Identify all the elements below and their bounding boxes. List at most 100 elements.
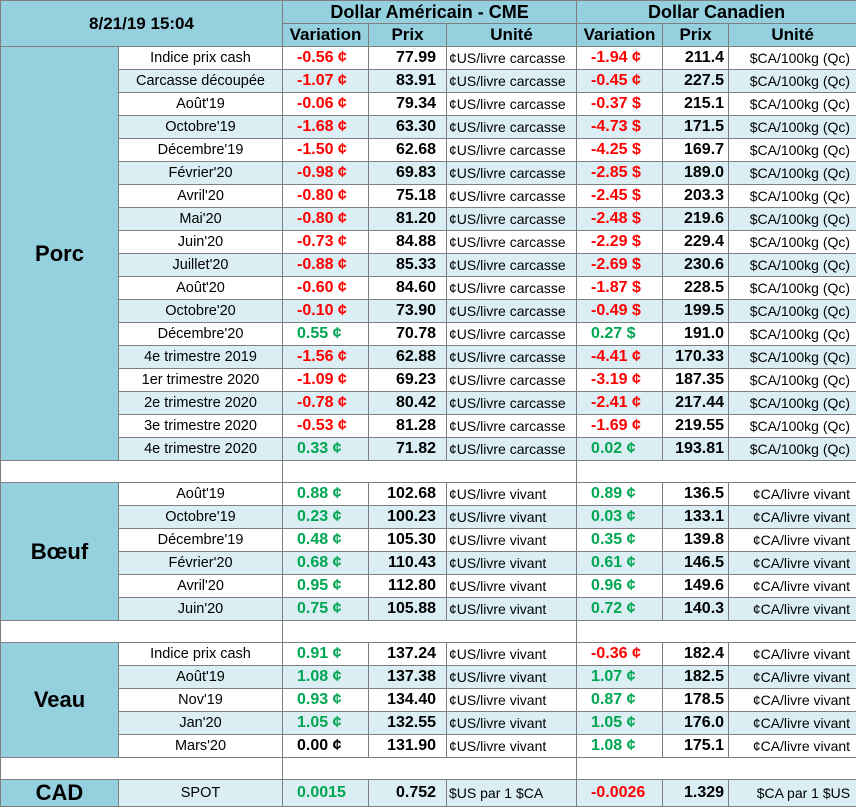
cad-unit: $CA/100kg (Qc) xyxy=(728,253,856,277)
cad-price: 187.35 xyxy=(662,368,730,392)
usd-unit: ¢US/livre carcasse xyxy=(446,138,578,162)
usd-price: 0.752 xyxy=(368,779,448,807)
usd-variation: -0.53 ¢ xyxy=(282,414,370,438)
usd-unit: ¢US/livre carcasse xyxy=(446,322,578,346)
usd-price: 77.99 xyxy=(368,46,448,70)
usd-variation: -1.07 ¢ xyxy=(282,69,370,93)
cad-variation: 1.05 ¢ xyxy=(576,711,664,735)
cad-unit: $CA/100kg (Qc) xyxy=(728,69,856,93)
cad-unit: ¢CA/livre vivant xyxy=(728,574,856,598)
cad-variation: -0.0026 xyxy=(576,779,664,807)
usd-unit: ¢US/livre carcasse xyxy=(446,414,578,438)
usd-unit: ¢US/livre carcasse xyxy=(446,253,578,277)
veau-row: Nov'19 0.93 ¢ 134.40 ¢US/livre vivant 0.87 ¢… xyxy=(1,688,856,712)
usd-price: 71.82 xyxy=(368,437,448,461)
usd-unit: ¢US/livre vivant xyxy=(446,528,578,552)
usd-price: 73.90 xyxy=(368,299,448,323)
veau-section-label: Veau xyxy=(0,642,119,758)
porc-row: 3e trimestre 2020 -0.53 ¢ 81.28 ¢US/livre c… xyxy=(1,414,856,438)
cad-variation: -1.87 $ xyxy=(576,276,664,300)
timestamp: 8/21/19 15:04 xyxy=(0,0,284,47)
cad-unit: $CA/100kg (Qc) xyxy=(728,92,856,116)
usd-variation: 0.0015 xyxy=(282,779,370,807)
usd-unit: ¢US/livre carcasse xyxy=(446,69,578,93)
usd-unit: ¢US/livre vivant xyxy=(446,711,578,735)
porc-row: Février'20 -0.98 ¢ 69.83 ¢US/livre carcasse… xyxy=(1,161,856,185)
cad-unit: $CA/100kg (Qc) xyxy=(728,299,856,323)
usd-unit: ¢US/livre vivant xyxy=(446,505,578,529)
header-row-1: 8/21/19 15:04 Dollar Américain - CME Dol… xyxy=(0,0,856,47)
cad-price: 217.44 xyxy=(662,391,730,415)
usd-unit: ¢US/livre carcasse xyxy=(446,161,578,185)
cad-price: 230.6 xyxy=(662,253,730,277)
cad-price: 178.5 xyxy=(662,688,730,712)
usd-variation: -0.98 ¢ xyxy=(282,161,370,185)
spacer-cell xyxy=(282,620,578,643)
usd-unit: ¢US/livre vivant xyxy=(446,551,578,575)
cad-price: 228.5 xyxy=(662,276,730,300)
row-label: Octobre'20 xyxy=(117,299,284,323)
row-label: 4e trimestre 2019 xyxy=(117,345,284,369)
usd-unit: ¢US/livre carcasse xyxy=(446,437,578,461)
usd-variation: 0.33 ¢ xyxy=(282,437,370,461)
cad-price: 149.6 xyxy=(662,574,730,598)
usd-price: 85.33 xyxy=(368,253,448,277)
usd-unit: ¢US/livre carcasse xyxy=(446,299,578,323)
row-label: Juillet'20 xyxy=(117,253,284,277)
usd-unit: ¢US/livre carcasse xyxy=(446,92,578,116)
cad-price: 175.1 xyxy=(662,734,730,758)
row-label: Avril'20 xyxy=(117,574,284,598)
cad-price: 139.8 xyxy=(662,528,730,552)
usd-unit: ¢US/livre vivant xyxy=(446,597,578,621)
row-label: Octobre'19 xyxy=(117,505,284,529)
usd-unit: ¢US/livre carcasse xyxy=(446,368,578,392)
cad-variation: 0.03 ¢ xyxy=(576,505,664,529)
usd-price: 112.80 xyxy=(368,574,448,598)
cad-variation: 0.96 ¢ xyxy=(576,574,664,598)
spacer-cell xyxy=(576,757,856,780)
row-label: Jan'20 xyxy=(117,711,284,735)
cad-variation: -3.19 ¢ xyxy=(576,368,664,392)
cad-price: 229.4 xyxy=(662,230,730,254)
row-label: Mars'20 xyxy=(117,734,284,758)
cad-price: 199.5 xyxy=(662,299,730,323)
usd-unit: ¢US/livre carcasse xyxy=(446,115,578,139)
cad-price: 133.1 xyxy=(662,505,730,529)
veau-row: Veau Indice prix cash 0.91 ¢ 137.24 ¢US/livr… xyxy=(0,642,856,758)
spacer-cell xyxy=(282,757,578,780)
usd-unit: $US par 1 $CA xyxy=(446,779,578,807)
usd-unit: ¢US/livre carcasse xyxy=(446,345,578,369)
usd-variation: -0.73 ¢ xyxy=(282,230,370,254)
row-label: SPOT xyxy=(117,779,284,807)
row-label: Décembre'19 xyxy=(117,528,284,552)
cad-price: 193.81 xyxy=(662,437,730,461)
row-label: Juin'20 xyxy=(117,597,284,621)
cad-variation: 0.87 ¢ xyxy=(576,688,664,712)
cad-unit: $CA par 1 $US xyxy=(728,779,856,807)
cad-unit: $CA/100kg (Qc) xyxy=(728,322,856,346)
spacer-cell xyxy=(576,620,856,643)
usd-price: 69.23 xyxy=(368,368,448,392)
cad-variation: 0.72 ¢ xyxy=(576,597,664,621)
row-label: Août'19 xyxy=(117,482,284,506)
usd-variation: 0.91 ¢ xyxy=(282,642,370,666)
usd-variation: -0.80 ¢ xyxy=(282,184,370,208)
cad-unit: ¢CA/livre vivant xyxy=(728,528,856,552)
usd-price: 62.68 xyxy=(368,138,448,162)
cad-variation: 1.07 ¢ xyxy=(576,665,664,689)
boeuf-row: Décembre'19 0.48 ¢ 105.30 ¢US/livre vivant 0… xyxy=(1,528,856,552)
usd-group-title: Dollar Américain - CME xyxy=(282,0,578,24)
cad-variation: -2.48 $ xyxy=(576,207,664,231)
usd-unit: ¢US/livre vivant xyxy=(446,574,578,598)
spacer-cell xyxy=(282,460,578,483)
spacer-cell xyxy=(0,460,284,483)
cad-unit: $CA/100kg (Qc) xyxy=(728,414,856,438)
usd-price: 80.42 xyxy=(368,391,448,415)
cad-variation: -0.45 ¢ xyxy=(576,69,664,93)
cad-price: 182.5 xyxy=(662,665,730,689)
porc-row: Porc Indice prix cash -0.56 ¢ 77.99 ¢US/livr… xyxy=(0,46,856,461)
cad-unit: ¢CA/livre vivant xyxy=(728,642,856,666)
usd-variation: 1.08 ¢ xyxy=(282,665,370,689)
porc-row: 4e trimestre 2020 0.33 ¢ 71.82 ¢US/livre ca… xyxy=(1,437,856,461)
